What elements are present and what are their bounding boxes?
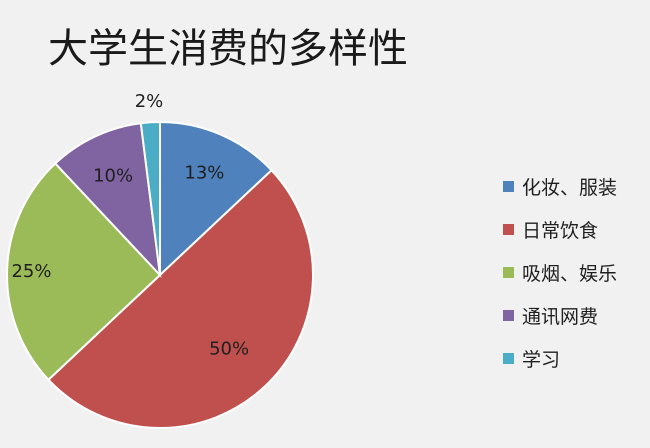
pie-value-label: 2%	[135, 91, 164, 112]
legend-label: 通讯网费	[522, 306, 598, 328]
pie-slice	[159, 120, 273, 278]
pie-slice	[6, 162, 162, 382]
pie-slice	[139, 120, 161, 276]
pie-slices	[6, 120, 314, 429]
pie-slice	[47, 168, 314, 429]
pie-value-label: 25%	[11, 261, 51, 282]
pie-value-labels: 13% 50% 25% 10% 2%	[11, 91, 249, 360]
chart-title: 大学生消费的多样性	[48, 26, 408, 72]
legend-label: 日常饮食	[522, 220, 598, 242]
legend-label: 吸烟、娱乐	[522, 263, 617, 285]
legend-swatch	[503, 267, 514, 278]
legend-label: 化妆、服装	[522, 177, 617, 199]
legend-swatch	[503, 181, 514, 192]
legend-swatch	[503, 224, 514, 235]
pie-value-label: 13%	[184, 163, 224, 184]
legend-swatch	[503, 310, 514, 321]
legend-swatch	[503, 353, 514, 364]
pie-slice	[53, 122, 162, 278]
pie-value-label: 10%	[93, 165, 133, 186]
legend-label: 学习	[522, 349, 560, 371]
pie-value-label: 50%	[209, 339, 249, 360]
